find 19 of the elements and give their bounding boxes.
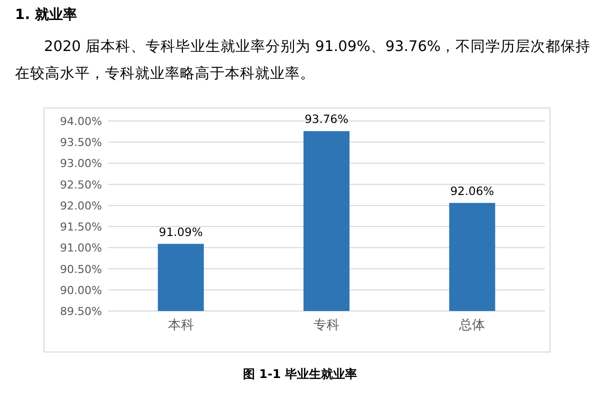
y-tick-label: 93.00%: [60, 157, 102, 170]
title: 1. 就业率: [15, 6, 77, 24]
data-label: 92.06%: [450, 184, 494, 198]
y-tick-label: 94.00%: [60, 115, 102, 128]
x-tick-label: 专科: [314, 318, 340, 333]
x-tick-label: 本科: [168, 318, 194, 333]
y-tick-label: 91.00%: [60, 242, 102, 255]
data-label: 91.09%: [158, 224, 203, 239]
y-tick-label: 90.50%: [60, 262, 102, 276]
y-tick-label: 92.50%: [60, 178, 102, 192]
y-tick-label: 93.50%: [60, 136, 102, 150]
data-label: 93.76%: [304, 112, 348, 126]
y-tick-label: 89.50%: [60, 305, 102, 318]
subtitle: 2020 届本科、专科毕业生就业率分别为 91.09%、93.76%，不同学历层次都保持在较高水平，专科就业率略高于本科就业率。: [15, 38, 592, 84]
y-tick-label: 92.00%: [60, 199, 102, 212]
x-tick-label: 总体: [458, 318, 486, 333]
y-tick-label: 90.00%: [60, 284, 102, 297]
annotation: 图 1-1 毕业生就业率: [242, 366, 358, 383]
y-tick-label: 91.50%: [60, 220, 102, 234]
